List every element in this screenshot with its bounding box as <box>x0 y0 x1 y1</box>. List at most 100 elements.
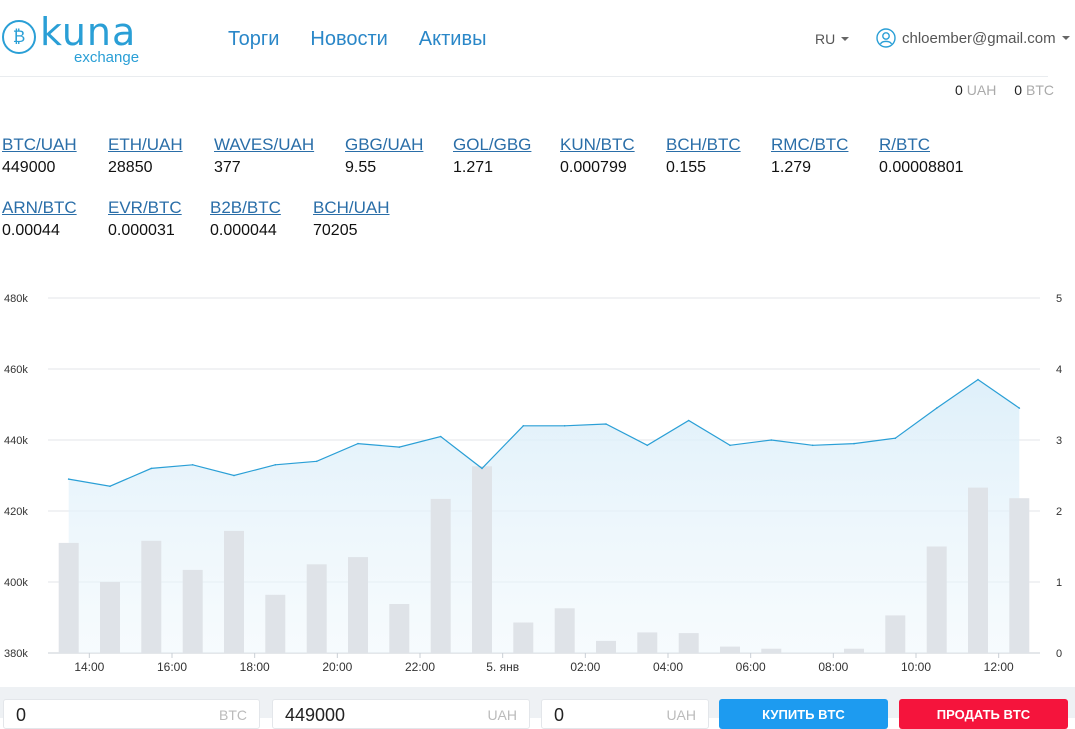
volume-bar <box>265 594 286 653</box>
bitcoin-logo-icon: ₿ <box>2 20 36 54</box>
volume-bar <box>637 632 658 653</box>
volume-bar <box>182 569 203 653</box>
volume-bar <box>844 648 864 653</box>
volume-bar <box>1009 498 1030 653</box>
price-point <box>439 435 442 438</box>
left-axis-tick: 400k <box>4 577 28 589</box>
left-axis-tick: 420k <box>4 506 28 518</box>
pair-waves-uah[interactable]: WAVES/UAH 377 <box>214 135 315 176</box>
right-axis-tick: 0 <box>1056 648 1062 660</box>
nav-news[interactable]: Новости <box>310 28 388 50</box>
price-point <box>811 444 814 447</box>
volume-bar <box>348 557 368 653</box>
price-point <box>67 478 70 480</box>
pair-b2b-btc[interactable]: B2B/BTC 0.000044 <box>210 198 281 239</box>
x-axis-tick: 06:00 <box>736 660 766 674</box>
x-axis-tick: 04:00 <box>653 660 683 674</box>
balance-uah: 0 UAH <box>954 82 997 98</box>
volume-bar <box>968 487 988 653</box>
price-point <box>315 460 318 463</box>
price-point <box>646 444 649 447</box>
amount-unit: BTC <box>219 707 247 723</box>
pair-gbg-uah[interactable]: GBG/UAH 9.55 <box>345 135 424 176</box>
price-point <box>894 437 897 439</box>
volume-bar <box>472 466 492 653</box>
kuna-logo[interactable]: ₿ kuna exchange <box>2 10 152 68</box>
price-input[interactable] <box>283 704 437 727</box>
logo-sub: exchange <box>74 49 140 66</box>
amount-input[interactable] <box>14 704 168 727</box>
pair-gol-gbg[interactable]: GOL/GBG 1.271 <box>453 135 532 176</box>
user-email: chloember@gmail.com <box>902 30 1056 47</box>
volume-bar <box>58 542 79 653</box>
x-axis-tick: 5. янв <box>486 660 519 674</box>
price-point <box>191 464 194 466</box>
total-field[interactable]: UAH <box>541 699 709 729</box>
nav-trading[interactable]: Торги <box>228 28 280 50</box>
x-axis-tick: 12:00 <box>984 660 1014 674</box>
chevron-down-icon <box>1061 36 1070 40</box>
volume-bar <box>554 608 575 653</box>
price-point <box>729 444 731 447</box>
price-line <box>68 378 1020 487</box>
volume-bar <box>596 640 616 653</box>
x-axis-tick: 18:00 <box>240 660 270 674</box>
pair-evr-btc[interactable]: EVR/BTC 0.000031 <box>108 198 182 239</box>
volume-bar <box>761 648 782 653</box>
price-point <box>481 467 483 470</box>
volume-bar <box>306 564 327 654</box>
volume-bar <box>885 615 906 653</box>
language-label: RU <box>815 31 836 47</box>
user-menu[interactable]: chloember@gmail.com <box>876 28 1070 48</box>
price-field[interactable]: UAH <box>272 699 530 729</box>
right-axis-tick: 5 <box>1056 293 1062 305</box>
nav-assets[interactable]: Активы <box>418 28 487 50</box>
pair-arn-btc[interactable]: ARN/BTC 0.00044 <box>2 198 77 239</box>
balance-btc: 0 BTC <box>1014 82 1054 98</box>
price-point <box>150 467 153 470</box>
x-axis-tick: 02:00 <box>570 660 600 674</box>
price-point <box>853 442 855 445</box>
price-point <box>398 446 401 448</box>
right-axis-tick: 2 <box>1056 506 1062 518</box>
volume-bar <box>389 604 410 653</box>
price-volume-chart: 380k 400k 420k 440k 460k 480k 0 1 2 3 4 5 14:00 16:00… <box>4 293 1062 674</box>
pair-kun-btc[interactable]: KUN/BTC 0.000799 <box>560 135 635 176</box>
pair-bch-btc[interactable]: BCH/BTC 0.155 <box>666 135 741 176</box>
total-input[interactable] <box>552 704 656 727</box>
pair-bch-uah[interactable]: BCH/UAH 70205 <box>313 198 390 239</box>
price-point <box>687 419 690 422</box>
total-unit: UAH <box>666 707 696 723</box>
x-axis-tick: 08:00 <box>818 660 848 674</box>
price-point <box>770 439 773 441</box>
left-axis-tick: 460k <box>4 364 28 376</box>
price-point <box>522 425 525 427</box>
sell-btc-button[interactable]: ПРОДАТЬ BTC <box>899 699 1068 729</box>
price-point <box>605 423 607 425</box>
buy-btc-button[interactable]: КУПИТЬ BTC <box>719 699 888 729</box>
price-point <box>977 378 979 381</box>
left-axis-tick: 440k <box>4 435 28 447</box>
chevron-down-icon <box>841 37 850 41</box>
pairs-row-1: BTC/UAH 449000 ETH/UAH 28850 WAVES/UAH 377 … <box>2 135 1062 198</box>
header: ₿ kuna exchange Торги Новости Активы RU … <box>0 0 1075 78</box>
pair-btc-uah[interactable]: BTC/UAH 449000 <box>2 135 77 176</box>
right-axis-tick: 3 <box>1056 435 1062 447</box>
volume-bar <box>430 498 451 653</box>
price-point <box>357 442 359 445</box>
language-select[interactable]: RU <box>815 31 850 47</box>
pairs-row-2: ARN/BTC 0.00044 EVR/BTC 0.000031 B2B/BTC 0.… <box>2 198 1062 261</box>
pair-r-btc[interactable]: R/BTC 0.00008801 <box>879 135 964 176</box>
right-axis-tick: 4 <box>1056 364 1062 376</box>
volume-bar <box>513 622 534 653</box>
pair-rmc-btc[interactable]: RMC/BTC 1.279 <box>771 135 849 176</box>
amount-field[interactable]: BTC <box>3 699 260 729</box>
left-axis-tick: 480k <box>4 293 28 305</box>
main-nav: Торги Новости Активы <box>228 28 486 51</box>
x-axis-tick: 10:00 <box>901 660 931 674</box>
x-axis-tick: 16:00 <box>157 660 187 674</box>
volume-bar <box>224 530 244 653</box>
x-axis-tick: 14:00 <box>74 660 104 674</box>
right-axis-tick: 1 <box>1056 577 1062 589</box>
pair-eth-uah[interactable]: ETH/UAH 28850 <box>108 135 183 176</box>
